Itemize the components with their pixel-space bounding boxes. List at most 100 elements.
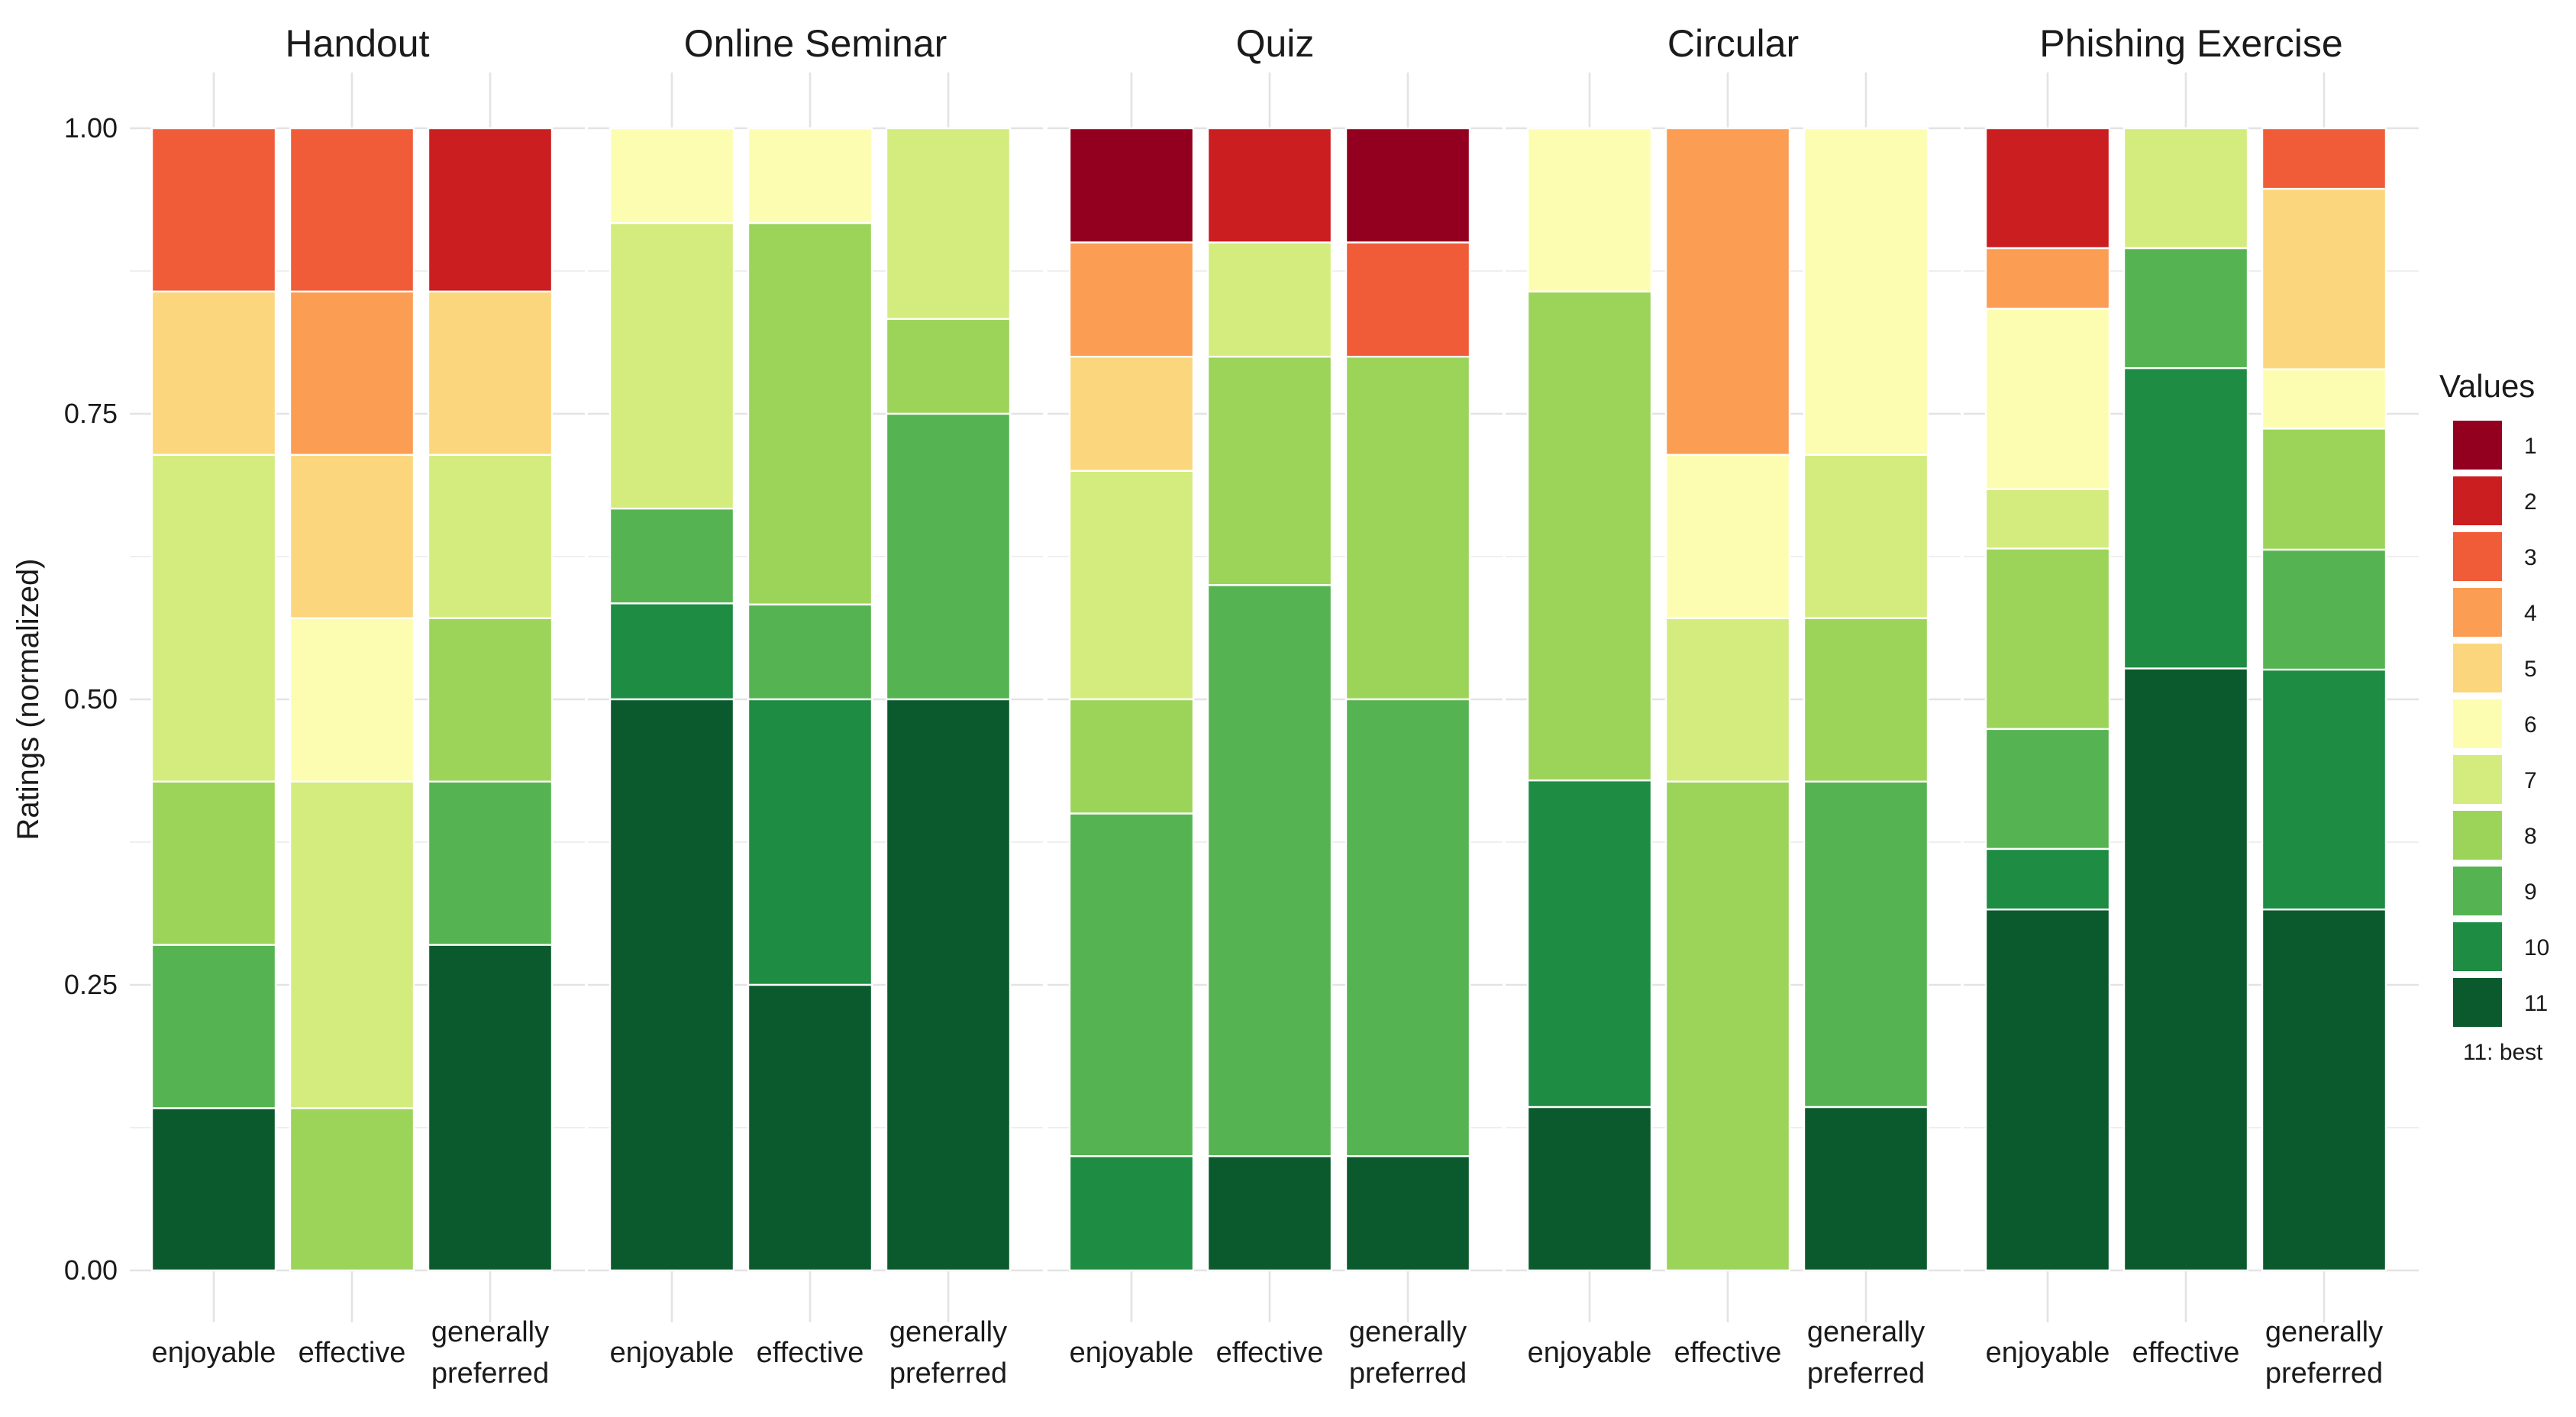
- bar-segment-value-9: [1803, 780, 1929, 1109]
- x-category-label: enjoyable: [1070, 1337, 1194, 1369]
- bar-segment-value-6: [608, 127, 735, 224]
- x-category-label: generally: [889, 1316, 1007, 1348]
- panel-quiz: Quiz enjoyable effective generally preferred: [1048, 22, 1503, 1390]
- legend-key-11: [2452, 976, 2503, 1028]
- x-category-label: preferred: [1807, 1357, 1925, 1390]
- bar-segment-value-9: [1068, 812, 1195, 1157]
- bar-segment-value-10: [1068, 1155, 1195, 1272]
- bar-segment-value-11: [1984, 909, 2111, 1272]
- bar-segment-value-8: [1664, 780, 1791, 1272]
- legend-key-2: [2452, 475, 2503, 527]
- bar-segment-value-7: [427, 454, 554, 619]
- bar-segment-value-10: [1526, 780, 1653, 1109]
- x-category-label: effective: [757, 1337, 864, 1369]
- bar-segment-value-2: [1984, 127, 2111, 250]
- x-category-label: preferred: [431, 1357, 549, 1390]
- y-tick-label: 0.50: [64, 683, 118, 715]
- x-category-label: effective: [1674, 1337, 1782, 1369]
- bar-segment-value-8: [289, 1107, 415, 1272]
- bar-segment-value-4: [1664, 127, 1791, 457]
- bar-segment-value-7: [885, 127, 1012, 321]
- x-category-label: effective: [299, 1337, 406, 1369]
- bar-segment-value-11: [2122, 667, 2249, 1272]
- bar-segment-value-7: [1664, 617, 1791, 783]
- bar-segment-value-8: [1206, 356, 1333, 586]
- bar-segment-value-8: [1803, 617, 1929, 783]
- bar-segment-value-7: [1068, 470, 1195, 701]
- bar-segment-value-11: [2261, 909, 2387, 1272]
- bar-segment-value-2: [1206, 127, 1333, 244]
- legend-label: 1: [2524, 434, 2537, 459]
- bar-segment-value-5: [150, 290, 277, 457]
- bar-segment-value-8: [747, 221, 873, 606]
- legend-label: 3: [2524, 545, 2537, 570]
- x-category-label: effective: [1216, 1337, 1324, 1369]
- bar-segment-value-9: [608, 507, 735, 605]
- bar-segment-value-7: [608, 221, 735, 510]
- bar-segment-value-6: [2261, 368, 2387, 430]
- bar-segment-value-8: [1984, 547, 2111, 731]
- bar-segment-value-7: [1984, 488, 2111, 550]
- bar-segment-value-10: [608, 602, 735, 701]
- legend-label: 7: [2524, 768, 2537, 793]
- legend-label: 4: [2524, 601, 2537, 626]
- legend-key-7: [2452, 754, 2503, 805]
- bar-segment-value-9: [885, 412, 1012, 701]
- panel-title: Online Seminar: [684, 22, 947, 65]
- bar-segment-value-9: [747, 603, 873, 701]
- bar-segment-value-2: [427, 127, 554, 293]
- legend-key-3: [2452, 531, 2503, 583]
- bar-segment-value-7: [1206, 241, 1333, 358]
- x-category-label: preferred: [1349, 1357, 1467, 1390]
- x-category-label: enjoyable: [152, 1337, 276, 1369]
- bar-segment-value-9: [427, 780, 554, 946]
- bar-segment-value-7: [1803, 454, 1929, 619]
- bar-segment-value-9: [2122, 247, 2249, 370]
- facet-panels: Handout enjoyable effective generally prefer…: [130, 22, 2419, 1390]
- bar-segment-value-3: [2261, 127, 2387, 190]
- bar-segment-value-11: [1344, 1155, 1471, 1272]
- bar-segment-value-7: [150, 454, 277, 783]
- bar-segment-value-3: [1344, 241, 1471, 358]
- bar-segment-value-9: [2261, 548, 2387, 671]
- bar-segment-value-6: [747, 127, 873, 224]
- legend-label: 9: [2524, 880, 2537, 905]
- bar-segment-value-5: [289, 454, 415, 619]
- panel-title: Handout: [285, 22, 429, 65]
- x-category-label: preferred: [2265, 1357, 2383, 1390]
- panel-title: Phishing Exercise: [2039, 22, 2342, 65]
- x-category-label: effective: [2132, 1337, 2240, 1369]
- bar-segment-value-9: [1206, 584, 1333, 1157]
- bar-segment-value-5: [1068, 356, 1195, 473]
- bar-segment-value-1: [1344, 127, 1471, 244]
- panel-title: Quiz: [1236, 22, 1315, 65]
- legend-key-1: [2452, 419, 2503, 471]
- legend-label: 8: [2524, 824, 2537, 849]
- x-category-label: enjoyable: [1528, 1337, 1652, 1369]
- bar-segment-value-8: [150, 780, 277, 946]
- bar-segment-value-6: [1526, 127, 1653, 293]
- bar-segment-value-5: [427, 290, 554, 457]
- panel-circular: Circular enjoyable effective generally prefe…: [1506, 22, 1961, 1390]
- x-category-label: generally: [431, 1316, 549, 1348]
- y-tick-label: 0.00: [64, 1254, 118, 1286]
- legend-key-9: [2452, 865, 2503, 917]
- x-category-label: enjoyable: [1986, 1337, 2110, 1369]
- legend-label: 6: [2524, 712, 2537, 738]
- bar-segment-value-8: [1068, 698, 1195, 815]
- y-axis: Ratings (normalized) 0.00 0.25 0.50 0.75 1.00: [11, 112, 118, 1286]
- bar-segment-value-11: [150, 1107, 277, 1272]
- x-category-label: enjoyable: [610, 1337, 734, 1369]
- bar-segment-value-11: [747, 983, 873, 1272]
- bar-segment-value-8: [427, 617, 554, 783]
- bar-segment-value-9: [150, 944, 277, 1109]
- legend-key-10: [2452, 921, 2503, 973]
- bar-segment-value-3: [150, 127, 277, 293]
- legend-note: 11: best: [2463, 1040, 2543, 1065]
- bar-segment-value-10: [2122, 366, 2249, 670]
- legend-label: 5: [2524, 657, 2537, 682]
- panel-title: Circular: [1667, 22, 1799, 65]
- bar-segment-value-5: [2261, 188, 2387, 370]
- legend-key-6: [2452, 698, 2503, 750]
- y-tick-label: 0.75: [64, 398, 118, 429]
